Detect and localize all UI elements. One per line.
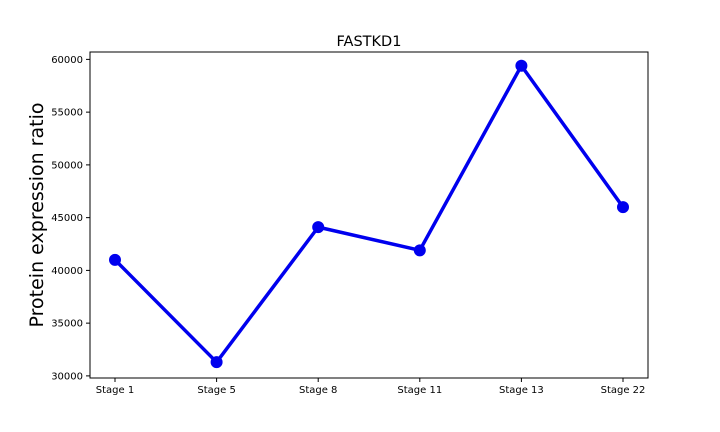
y-tick-label: 35000: [51, 319, 83, 330]
axes: 30000 35000 40000 45000 50000 55000 60000 Stage…: [51, 51, 649, 396]
series: [109, 59, 629, 369]
y-tick-label: 30000: [51, 371, 83, 382]
data-point: [413, 244, 426, 257]
y-tick-label: 40000: [51, 266, 83, 277]
x-tick-label: Stage 13: [499, 385, 544, 396]
data-point: [210, 356, 223, 369]
y-tick-label: 45000: [51, 213, 83, 224]
y-tick-label: 60000: [51, 55, 83, 66]
series-line: [113, 63, 625, 364]
y-tick-label: 55000: [51, 108, 83, 119]
x-tick-label: Stage 11: [397, 385, 442, 396]
plot-frame: [89, 51, 649, 379]
y-axis-label: Protein expression ratio: [26, 103, 48, 328]
chart-title: FASTKD1: [337, 34, 402, 50]
x-tick-label: Stage 8: [299, 385, 337, 396]
x-tick-label: Stage 5: [197, 385, 235, 396]
y-tick-label: 50000: [51, 160, 83, 171]
data-point: [312, 221, 325, 234]
x-tick-label: Stage 1: [96, 385, 134, 396]
data-point: [109, 253, 121, 266]
data-point: [515, 59, 528, 72]
x-tick-label: Stage 22: [601, 385, 646, 396]
data-point: [617, 201, 629, 214]
